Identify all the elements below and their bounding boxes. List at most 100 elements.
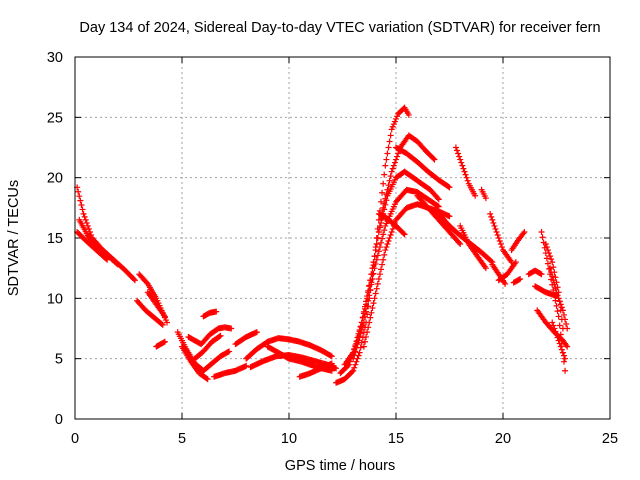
data-point	[491, 222, 498, 229]
data-point	[164, 319, 171, 326]
data-point	[461, 168, 468, 175]
data-point	[349, 368, 356, 375]
data-point	[391, 118, 398, 125]
data-point	[351, 364, 358, 371]
x-tick-label: 15	[388, 431, 404, 447]
data-point	[498, 244, 505, 251]
series-track-3	[74, 228, 111, 263]
series-track-11	[191, 332, 224, 362]
data-point	[327, 352, 334, 359]
data-point	[558, 346, 565, 353]
data-point	[374, 252, 381, 259]
data-point	[388, 168, 395, 175]
series-track-14	[232, 329, 260, 348]
data-point	[549, 259, 556, 266]
data-point	[548, 269, 555, 276]
data-point	[159, 321, 166, 328]
data-point	[493, 228, 500, 235]
data-point	[387, 132, 394, 139]
data-point	[560, 358, 567, 365]
data-point	[380, 231, 387, 238]
data-point	[361, 338, 368, 345]
data-point	[552, 328, 559, 335]
data-point	[548, 256, 555, 263]
data-point	[538, 271, 545, 278]
data-point	[544, 247, 551, 254]
data-point	[497, 241, 504, 248]
data-point	[386, 138, 393, 145]
series-track-33	[495, 259, 519, 284]
y-tick-label: 15	[47, 231, 63, 247]
data-point	[355, 337, 362, 344]
data-point	[80, 210, 87, 217]
y-tick-labels: 0 5 10 15 20 25 30	[47, 50, 63, 428]
data-point	[333, 365, 340, 372]
data-point	[435, 196, 442, 203]
data-point	[455, 150, 462, 157]
data-point	[390, 162, 397, 169]
data-point	[363, 333, 370, 340]
data-point	[365, 297, 372, 304]
data-point	[445, 183, 452, 190]
data-point	[494, 231, 501, 238]
data-point	[368, 281, 375, 288]
data-point	[356, 349, 363, 356]
data-point	[547, 253, 554, 260]
data-point	[553, 292, 560, 299]
data-point	[374, 280, 381, 287]
data-point	[446, 213, 453, 220]
series-track-24	[393, 144, 453, 191]
data-point	[77, 197, 84, 204]
data-point	[85, 225, 92, 232]
data-point	[546, 265, 553, 272]
data-point	[551, 281, 558, 288]
data-point	[559, 349, 566, 356]
data-point	[360, 343, 367, 350]
data-point	[456, 239, 463, 246]
data-point	[538, 228, 545, 235]
data-point	[562, 355, 569, 362]
series-track-12	[200, 308, 220, 320]
data-point	[376, 244, 383, 251]
data-point	[353, 358, 360, 365]
data-point	[462, 171, 469, 178]
data-point	[459, 162, 466, 169]
data-point	[552, 297, 559, 304]
data-point	[103, 255, 110, 262]
data-point	[213, 308, 220, 315]
data-point	[225, 349, 232, 356]
data-point	[371, 295, 378, 302]
data-point	[204, 376, 211, 383]
data-point	[460, 165, 467, 172]
data-point	[558, 304, 565, 311]
data-point	[458, 159, 465, 166]
data-point	[549, 273, 556, 280]
data-point	[351, 352, 358, 359]
series-track-35	[510, 276, 524, 286]
data-point	[373, 285, 380, 292]
x-tick-label: 25	[602, 431, 618, 447]
data-point	[391, 159, 398, 166]
series-track-15	[243, 335, 335, 362]
data-point	[393, 115, 399, 122]
data-point	[386, 177, 393, 184]
data-point	[383, 244, 390, 251]
data-point	[554, 308, 561, 315]
data-point	[375, 276, 382, 283]
data-point	[375, 248, 382, 255]
data-point	[352, 361, 359, 368]
data-point	[376, 271, 383, 278]
data-point	[550, 264, 557, 271]
series-track-13	[211, 362, 250, 380]
data-point	[456, 153, 463, 160]
data-point	[217, 332, 224, 339]
data-point	[516, 276, 523, 283]
series-track-10	[185, 324, 235, 348]
data-point	[160, 339, 167, 346]
data-point	[389, 225, 396, 232]
data-point	[379, 235, 386, 242]
series-track-8	[174, 329, 233, 374]
x-tick-labels: 0 5 10 15 20 25	[71, 431, 618, 447]
data-point	[379, 261, 386, 268]
